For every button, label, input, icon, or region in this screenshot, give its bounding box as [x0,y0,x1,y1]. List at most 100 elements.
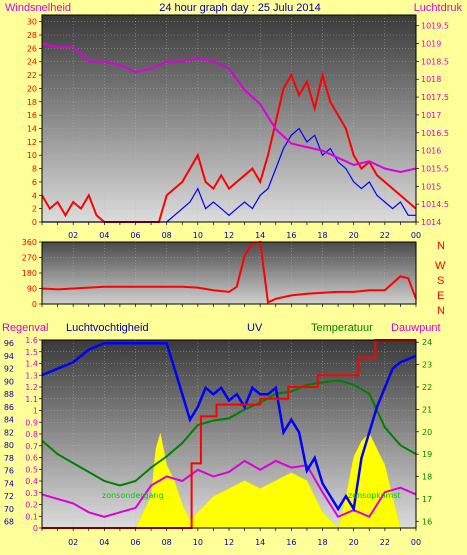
bot-hour-label-20: 20 [349,538,359,547]
top-hour-label-18: 18 [317,231,327,240]
bot-hour-label-16: 16 [286,538,296,547]
pressure-tick-label-1018.5: 1018.5 [421,57,449,66]
windspeed-line [41,71,417,223]
windspeed-tick-label-14: 14 [27,125,37,134]
rain-tick-label-0.2: 0.2 [25,501,38,510]
rain-tick-label-0.5: 0.5 [25,465,38,474]
top-hour-label-14: 14 [255,231,265,240]
rain-tick-label-1.1: 1.1 [25,395,38,404]
humidity-tick-label-94: 94 [4,352,14,361]
pressure-tick-label-1019.5: 1019.5 [421,22,449,31]
humidity-tick-label-76: 76 [4,467,14,476]
top-hour-label-16: 16 [286,231,296,240]
rain-tick-label-1: 1 [33,407,38,416]
top-hour-label-04: 04 [99,231,109,240]
pressure-tick-label-1017.5: 1017.5 [421,93,449,102]
bottom-axes: 0 0.1 0.2 0.3 0.4 0.5 0.6 0.7 0.8 0.9 1 1.1 1.2 1.3 1.… [4,336,432,547]
rain-tick-label-0.8: 0.8 [25,430,38,439]
humidity-tick-label-90: 90 [4,377,14,386]
bot-hour-label-10: 10 [193,538,203,547]
temperature-line [41,379,417,487]
bot-hour-label-12: 12 [224,538,234,547]
rain-tick-label-0.6: 0.6 [25,454,38,463]
windspeed-tick-label-0: 0 [32,218,37,227]
humidity-tick-label-68: 68 [4,518,14,527]
bot-hour-label-08: 08 [162,538,172,547]
windspeed-tick-label-8: 8 [32,165,37,174]
regenval-label: Regenval [2,322,48,334]
dir-letter-n-top: N [437,240,445,252]
temp-tick-label-16: 16 [422,517,432,526]
winddir-line [41,240,417,304]
top-hour-label-10: 10 [193,231,203,240]
rain-tick-label-0.3: 0.3 [25,489,38,498]
temp-tick-label-22: 22 [422,383,432,392]
rain-tick-label-0.9: 0.9 [25,418,38,427]
zonsondergang-label: zonsondergang [102,491,164,500]
dauwpunt-label: Dauwpunt [391,322,441,334]
pressure-line [41,42,417,174]
top-hour-label-22: 22 [380,231,390,240]
bottom-series [41,339,417,529]
top-hour-label-06: 06 [130,231,140,240]
rain-tick-label-0.4: 0.4 [25,477,38,486]
pressure-tick-label-1016.5: 1016.5 [421,129,449,138]
rain-tick-label-1.5: 1.5 [25,348,38,357]
uv-area [135,432,401,529]
pressure-tick-label-1015: 1015 [421,182,441,191]
bot-hour-label-06: 06 [130,538,140,547]
humidity-tick-label-80: 80 [4,441,14,450]
humidity-tick-label-82: 82 [4,428,14,437]
bot-hour-label-00: 00 [411,538,421,547]
humidity-tick-label-96: 96 [4,339,14,348]
rain-tick-label-1.6: 1.6 [25,336,38,345]
temp-tick-label-23: 23 [422,361,432,370]
chart-title: 24 hour graph day : 25 Julu 2014 [159,2,320,14]
windspeed-tick-label-24: 24 [27,58,37,67]
bot-hour-label-18: 18 [317,538,327,547]
bot-hour-label-02: 02 [68,538,78,547]
uv-label: UV [247,322,263,334]
windspeed-tick-label-28: 28 [27,31,37,40]
winddir-tick-label-360: 360 [22,238,37,247]
rain-tick-label-0.1: 0.1 [25,512,38,521]
windspeed-tick-label-20: 20 [27,84,37,93]
mid-axes: 0 90 180 270 360 [22,238,417,309]
bot-hour-label-14: 14 [255,538,265,547]
windspeed-tick-label-2: 2 [32,205,37,214]
mid-frame [41,241,417,305]
rain-line [42,339,416,529]
rain-tick-label-1.2: 1.2 [25,383,38,392]
luchtdruk-label: Luchtdruk [414,2,463,14]
humidity-line [41,341,417,513]
pressure-tick-label-1014.5: 1014.5 [421,200,449,209]
top-hour-label-00: 00 [411,231,421,240]
windspeed-tick-label-12: 12 [27,138,37,147]
windspeed-tick-label-22: 22 [27,71,37,80]
temp-tick-label-19: 19 [422,450,432,459]
dir-letter-e: E [437,290,444,302]
top-hour-label-08: 08 [162,231,172,240]
bot-hour-label-04: 04 [99,538,109,547]
pressure-tick-label-1019: 1019 [421,40,441,49]
dir-letter-w: W [435,260,446,272]
temperatuur-label: Temperatuur [311,322,373,334]
windspeed-tick-label-26: 26 [27,44,37,53]
top-hour-label-02: 02 [68,231,78,240]
temp-tick-label-20: 20 [422,428,432,437]
windspeed-tick-label-6: 6 [32,178,37,187]
humidity-tick-label-72: 72 [4,492,14,501]
windspeed-tick-label-4: 4 [32,191,37,200]
top-hour-label-12: 12 [224,231,234,240]
rain-tick-label-0: 0 [33,524,38,533]
winddir-tick-label-90: 90 [27,285,37,294]
temp-tick-label-17: 17 [422,495,432,504]
wind-pressure-panel [42,15,416,222]
temp-tick-label-18: 18 [422,473,432,482]
humidity-tick-label-78: 78 [4,454,14,463]
humidity-tick-label-88: 88 [4,390,14,399]
pressure-tick-label-1014: 1014 [421,218,441,227]
windspeed-tick-label-16: 16 [27,111,37,120]
bot-hour-label-22: 22 [380,538,390,547]
winddir-tick-label-270: 270 [22,254,37,263]
